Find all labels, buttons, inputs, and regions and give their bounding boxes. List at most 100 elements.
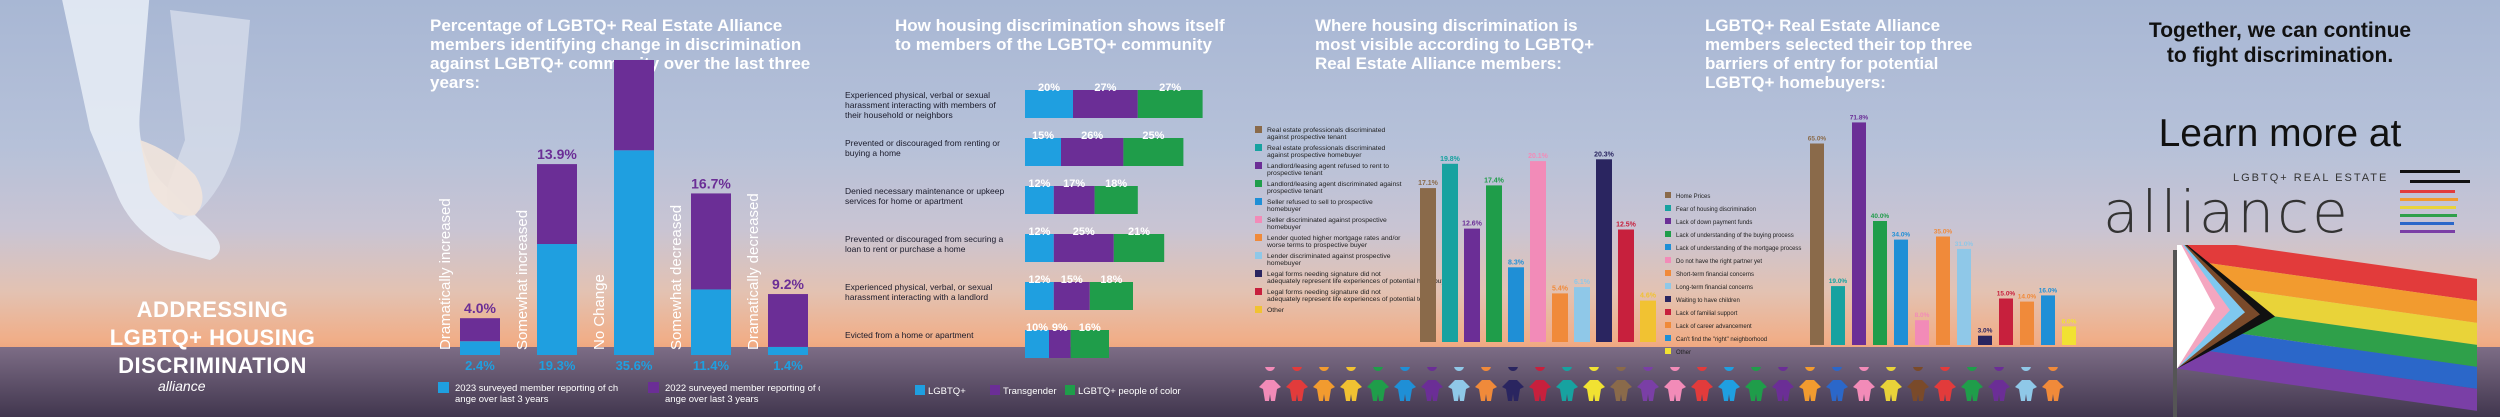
legend-label-cont: adequately represent life experiences of… — [1267, 296, 1436, 303]
segment-label: 27% — [1159, 82, 1181, 94]
legend-label-2022-cont: ange over last 3 years — [665, 394, 759, 405]
legend-swatch — [1255, 144, 1262, 151]
legend-swatch — [1665, 348, 1671, 354]
value-label: 17.4% — [1484, 177, 1505, 184]
legend-swatch — [1665, 244, 1671, 250]
row-label: Prevented or discouraged from renting or — [845, 138, 1000, 148]
legend-label: Lack of familial support — [1676, 311, 1738, 317]
category-label: Dramatically decreased — [745, 193, 762, 350]
meeple-icon — [1448, 367, 1470, 401]
legend-swatch — [1255, 270, 1262, 277]
legend-swatch — [1255, 216, 1262, 223]
segment-label: 10% — [1026, 322, 1048, 334]
value-label: 5.4% — [1552, 285, 1569, 292]
bar — [1486, 185, 1502, 342]
value-label: 20.3% — [1594, 151, 1615, 158]
legend-label: Home Prices — [1676, 194, 1710, 200]
hbar-segment — [1089, 282, 1133, 310]
chart4-svg: Home Prices Fear of housing discriminatio… — [1665, 114, 2077, 356]
meeple-icon — [1556, 367, 1578, 401]
row-label: harassment interacting with a landlord — [845, 292, 988, 302]
bar — [2062, 326, 2076, 345]
legend-label: Lack of understanding of the mortgage pr… — [1676, 246, 1801, 252]
hbar-segment — [1025, 186, 1054, 214]
legend-swatch — [1665, 322, 1671, 328]
value-label: 8.3% — [1508, 259, 1525, 266]
legend-swatch — [1255, 180, 1262, 187]
legend-label: Seller refused to sell to prospective — [1267, 199, 1373, 206]
bar — [1420, 188, 1436, 342]
value-label: 16.0% — [2039, 287, 2058, 294]
hero-line-1: ADDRESSING — [136, 297, 289, 322]
legend-label: Can't find the "right" neighborhood — [1676, 337, 1767, 343]
value-label: 12.6% — [1462, 221, 1483, 228]
legend-label: Lack of down payment funds — [1676, 220, 1752, 226]
legend-swatch — [1665, 205, 1671, 211]
segment-label: 12% — [1028, 274, 1050, 286]
meeple-icon — [1961, 367, 1983, 401]
row-label: services for home or apartment — [845, 196, 963, 206]
legend-label-cont: homebuyer — [1267, 260, 1302, 267]
bar — [2020, 301, 2034, 345]
value-label-2023: 11.4% — [693, 358, 730, 373]
bar-2022 — [614, 60, 654, 151]
hbar-segment — [1053, 234, 1114, 262]
legend-swatch — [1255, 198, 1262, 205]
segment-label: 25% — [1142, 130, 1164, 142]
bar — [1574, 287, 1590, 342]
legend-label: Legal forms needing signature did not — [1267, 289, 1381, 296]
hbar-segment — [1113, 234, 1165, 262]
legend-swatch — [1255, 126, 1262, 133]
progress-pride-flag-image — [2173, 245, 2477, 417]
hbar-segment — [1094, 186, 1138, 214]
segment-label: 26% — [1081, 130, 1103, 142]
segment-label: 9% — [1052, 322, 1068, 334]
bar-2022 — [537, 164, 577, 245]
legend-swatch — [1665, 335, 1671, 341]
bar — [1936, 236, 1950, 345]
meeple-icon — [1853, 367, 1875, 401]
bar-2023 — [537, 244, 577, 355]
chart2-svg: Experienced physical, verbal or sexualha… — [845, 82, 1203, 397]
hbar-segment — [1073, 90, 1138, 118]
category-label: Somewhat decreased — [668, 205, 685, 350]
row-label: buying a home — [845, 148, 901, 158]
segment-label: 18% — [1105, 178, 1127, 190]
legend-label-cont: worse terms to prospective buyer — [1266, 242, 1368, 249]
legend-label: Do not have the right partner yet — [1676, 259, 1762, 265]
legend-swatch — [1255, 234, 1262, 241]
bar — [1552, 293, 1568, 342]
segment-label: 25% — [1073, 226, 1095, 238]
segment-label: 20% — [1038, 82, 1060, 94]
bar — [2041, 295, 2055, 345]
legend-label: Landlord/leasing agent discriminated aga… — [1267, 181, 1402, 188]
legend-label: Long-term financial concerns — [1676, 285, 1753, 291]
legend-label: Other — [1676, 350, 1691, 356]
brand-logo-text[interactable]: alliance — [2103, 178, 2351, 246]
value-label-2023: 2.4% — [465, 358, 495, 373]
bar-2022 — [460, 318, 500, 342]
legend-swatch — [990, 385, 1000, 395]
hbar-segment — [1070, 330, 1109, 358]
meeple-icon — [1934, 367, 1956, 401]
cta-line-1: Together, we can continue — [2148, 19, 2412, 42]
bar — [1810, 143, 1824, 345]
row-label: Prevented or discouraged from securing a — [845, 234, 1004, 244]
hbar-segment — [1025, 330, 1049, 358]
legend-swatch — [1665, 283, 1671, 289]
meeple-icon — [1367, 367, 1389, 401]
bar — [1831, 286, 1845, 345]
legend-swatch — [1665, 270, 1671, 276]
segment-label: 15% — [1061, 274, 1083, 286]
bar — [1618, 229, 1634, 342]
value-label: 35.0% — [1934, 229, 1953, 236]
bar — [1464, 228, 1480, 342]
meeple-icon — [1286, 367, 1308, 401]
hbar-segment — [1049, 330, 1071, 358]
legend-label: Legal forms needing signature did not — [1267, 271, 1381, 278]
hbar-segment — [1061, 138, 1124, 166]
bar — [1915, 320, 1929, 345]
legend-label-cont: prospective tenant — [1267, 170, 1323, 177]
value-label: 20.1% — [1528, 153, 1549, 160]
meeple-icon — [1772, 367, 1794, 401]
